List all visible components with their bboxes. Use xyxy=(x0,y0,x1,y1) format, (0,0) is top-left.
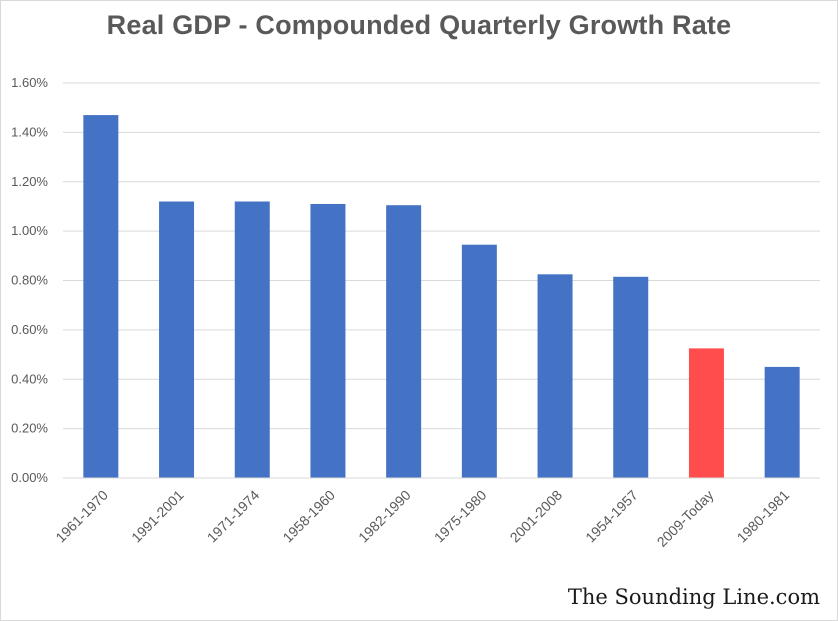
y-tick-label: 0.00% xyxy=(11,470,48,485)
y-tick-label: 1.40% xyxy=(11,124,48,139)
bar xyxy=(159,201,195,478)
x-tick-label: 1991-2001 xyxy=(128,487,187,546)
y-tick-label: 1.60% xyxy=(11,75,48,90)
x-tick-label: 1971-1974 xyxy=(204,487,263,546)
x-tick-label: 1980-1981 xyxy=(734,487,793,546)
y-tick-label: 0.40% xyxy=(11,371,48,386)
bar xyxy=(234,201,270,478)
x-tick-label: 2001-2008 xyxy=(507,487,566,546)
bar xyxy=(764,366,800,478)
bar xyxy=(688,348,724,478)
bar xyxy=(310,203,346,478)
y-tick-label: 1.20% xyxy=(11,174,48,189)
x-tick-label: 1954-1957 xyxy=(582,487,641,546)
bar xyxy=(83,115,119,478)
x-tick-label: 1982-1990 xyxy=(355,487,414,546)
bar xyxy=(537,274,573,478)
x-tick-label: 1975-1980 xyxy=(431,487,490,546)
x-tick-label: 1958-1960 xyxy=(279,487,338,546)
watermark: The Sounding Line.com xyxy=(567,585,820,609)
bar xyxy=(386,205,422,478)
y-tick-label: 0.20% xyxy=(11,421,48,436)
chart-title: Real GDP - Compounded Quarterly Growth R… xyxy=(106,10,732,40)
y-tick-label: 0.60% xyxy=(11,322,48,337)
x-tick-label: 2009-Today xyxy=(654,487,717,550)
x-tick-label: 1961-1970 xyxy=(52,487,111,546)
y-tick-label: 1.00% xyxy=(11,223,48,238)
y-tick-label: 0.80% xyxy=(11,273,48,288)
bar xyxy=(613,276,649,478)
bar xyxy=(461,244,497,478)
